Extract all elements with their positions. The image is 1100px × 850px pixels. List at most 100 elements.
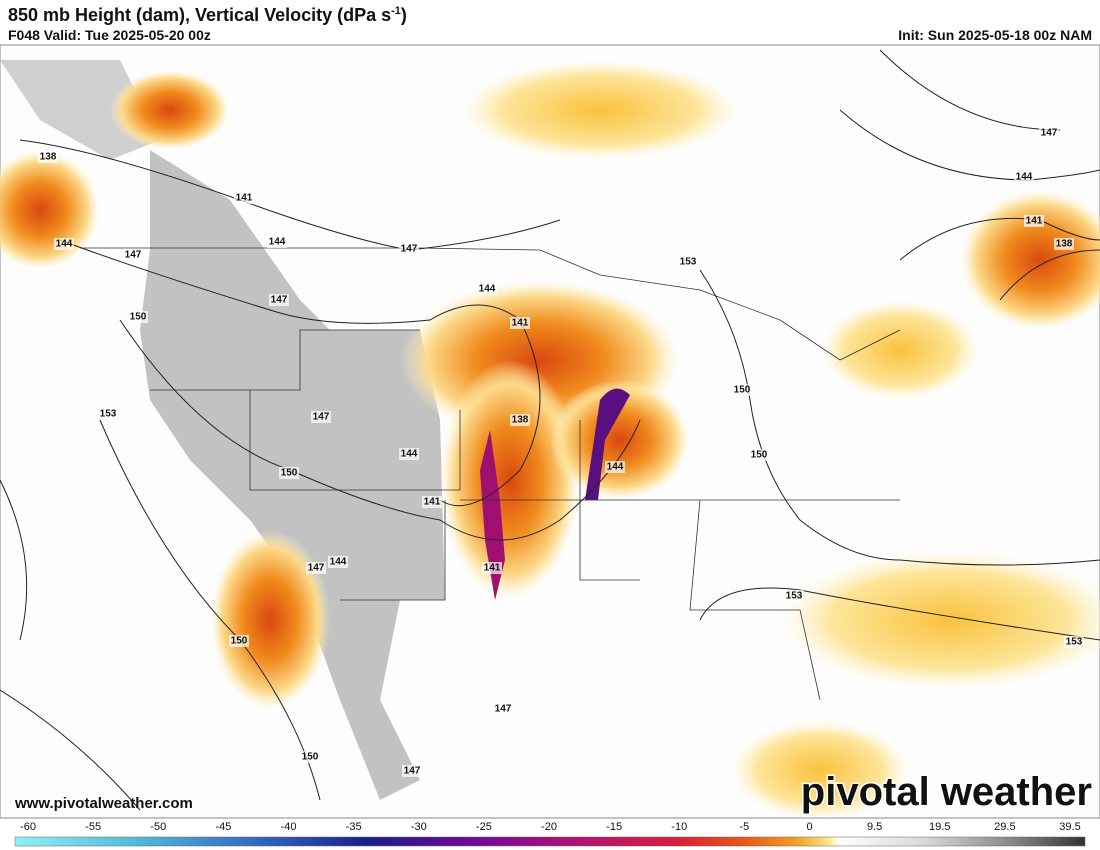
label-bg (229, 635, 249, 647)
init-time: Init: Sun 2025-05-18 00z NAM (898, 27, 1092, 43)
label-bg (279, 467, 299, 479)
contour-label: 144 (479, 284, 496, 295)
contour-label: 150 (751, 450, 768, 461)
contour-label: 147 (125, 250, 142, 261)
label-bg (399, 243, 419, 255)
contour-label: 153 (786, 591, 803, 602)
ascent-area (550, 380, 690, 500)
label-bg (311, 411, 331, 423)
ascent-area (460, 60, 740, 160)
colorbar-labels: -60 -55 -50 -45 -40 -35 -30 -25 -20 -15 -10 -5 0 9.5 1… (20, 821, 1081, 833)
label-bg (510, 317, 530, 329)
contour-label: 141 (424, 497, 441, 508)
contour-label: 147 (495, 704, 512, 715)
label-bg (234, 192, 254, 204)
colorbar-tick-label: -45 (215, 821, 231, 833)
label-bg (300, 751, 320, 763)
contour-label: 141 (512, 318, 529, 329)
contour-label: 153 (100, 409, 117, 420)
label-bg (1054, 238, 1074, 250)
contour-label: 141 (236, 193, 253, 204)
contour-label: 147 (308, 563, 325, 574)
ascent-area (0, 150, 100, 270)
label-bg (267, 236, 287, 248)
colorbar-tick-label: -60 (20, 821, 36, 833)
contour-label: 147 (404, 766, 421, 777)
label-bg (399, 448, 419, 460)
ascent-area (210, 530, 330, 710)
colorbar-tick-label: 19.5 (929, 821, 950, 833)
map (0, 44, 1100, 820)
contour-label: 150 (281, 468, 298, 479)
colorbar (14, 836, 1086, 847)
valid-time: F048 Valid: Tue 2025-05-20 00z (8, 27, 211, 43)
ascent-area (960, 190, 1100, 330)
colorbar-tick-label: -25 (476, 821, 492, 833)
label-bg (605, 461, 625, 473)
title-text: 850 mb Height (dam), Vertical Velocity (… (8, 5, 391, 25)
label-bg (678, 256, 698, 268)
terrain (0, 60, 160, 160)
ascent-area (730, 720, 910, 820)
label-bg (493, 703, 513, 715)
contour-label: 144 (607, 462, 624, 473)
colorbar-tick-label: 39.5 (1059, 821, 1080, 833)
colorbar-tick-label: -50 (150, 821, 166, 833)
contour-label: 147 (1041, 128, 1058, 139)
ascent-area (110, 70, 230, 150)
strong-ascent (585, 388, 630, 500)
label-bg (749, 449, 769, 461)
label-bg (477, 283, 497, 295)
contour-label: 144 (56, 239, 73, 250)
colorbar-tick-label: -20 (541, 821, 557, 833)
colorbar-tick-label: -35 (346, 821, 362, 833)
label-bg (1064, 636, 1084, 648)
label-bg (732, 384, 752, 396)
title-end: ) (401, 5, 407, 25)
colorbar-tick-label: -30 (411, 821, 427, 833)
contour-label: 150 (130, 312, 147, 323)
label-bg (482, 562, 502, 574)
label-bg (328, 556, 348, 568)
label-bg (402, 765, 422, 777)
label-bg (123, 249, 143, 261)
contour-label: 144 (269, 237, 286, 248)
contour-label: 147 (313, 412, 330, 423)
logo: pivotal weather (801, 770, 1092, 814)
contour-label: 141 (1026, 216, 1043, 227)
contour-label: 138 (40, 152, 57, 163)
contour-labels: 138 141 144 144 147 147 147 150 153 147 150 144 141 1… (38, 127, 1084, 777)
title-superscript: -1 (391, 5, 401, 17)
contour-label: 141 (484, 563, 501, 574)
label-bg (98, 408, 118, 420)
label-bg (422, 496, 442, 508)
contour-label: 147 (401, 244, 418, 255)
contour-label: 150 (231, 636, 248, 647)
contour-label: 150 (734, 385, 751, 396)
label-bg (510, 414, 530, 426)
title: 850 mb Height (dam), Vertical Velocity (… (8, 5, 407, 25)
contour-label: 150 (302, 752, 319, 763)
label-bg (1014, 171, 1034, 183)
strong-ascent (480, 430, 505, 600)
colorbar-tick-label: 0 (806, 821, 812, 833)
colorbar-tick-label: -10 (671, 821, 687, 833)
label-bg (1024, 215, 1044, 227)
label-bg (784, 590, 804, 602)
colorbar-tick-label: -55 (85, 821, 101, 833)
label-bg (54, 238, 74, 250)
contour-label: 144 (330, 557, 347, 568)
contour-label: 138 (1056, 239, 1073, 250)
label-bg (128, 311, 148, 323)
colorbar-tick-label: -40 (281, 821, 297, 833)
website: www.pivotalweather.com (14, 795, 193, 812)
colorbar-tick-label: -15 (606, 821, 622, 833)
label-bg (269, 294, 289, 306)
contour-label: 138 (512, 415, 529, 426)
label-bg (38, 151, 58, 163)
ascent-area (780, 550, 1100, 690)
colorbar-tick-label: 29.5 (994, 821, 1015, 833)
colorbar-tick-label: -5 (739, 821, 749, 833)
